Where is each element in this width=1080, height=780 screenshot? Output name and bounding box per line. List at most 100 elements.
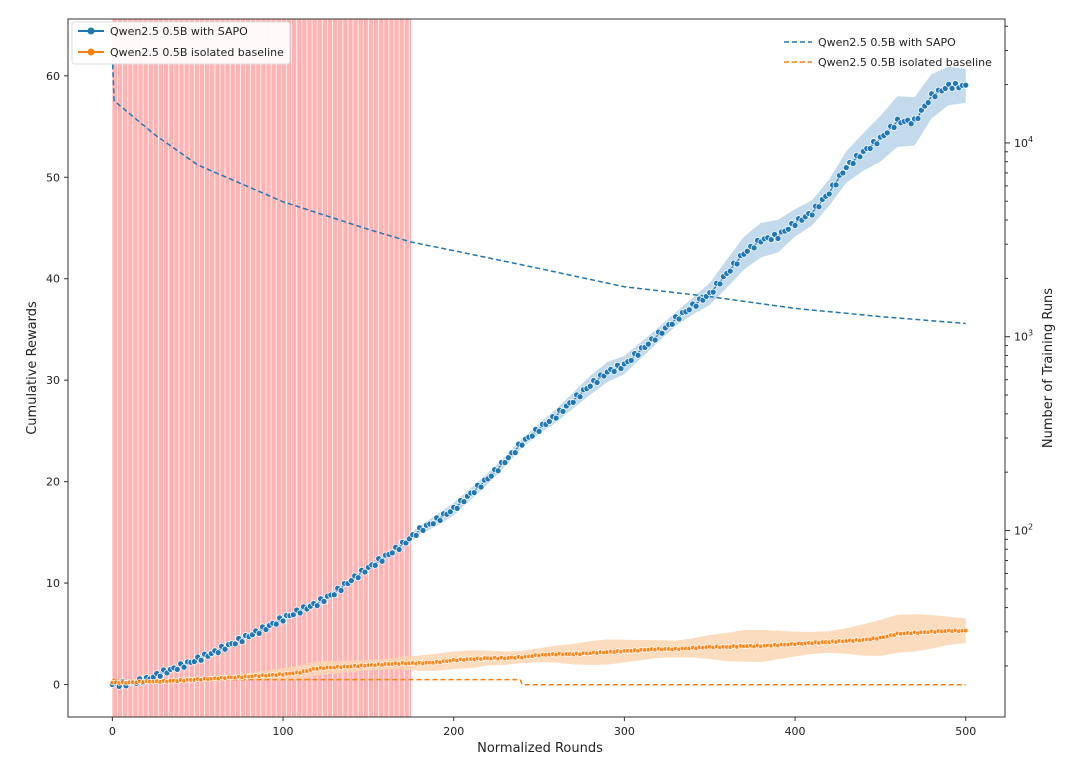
marker-sapo — [446, 508, 454, 516]
marker-sapo — [890, 124, 898, 131]
marker-sapo — [743, 247, 751, 255]
marker-sapo — [873, 140, 881, 148]
marker-sapo — [511, 449, 519, 456]
y2-tick-label: 102 — [1014, 522, 1033, 537]
marker-sapo — [156, 672, 164, 680]
marker-sapo — [839, 169, 847, 177]
marker-sapo — [313, 602, 321, 609]
marker-sapo — [931, 93, 939, 100]
marker-sapo — [941, 85, 949, 92]
marker-sapo — [709, 288, 717, 296]
y-tick-label: 50 — [46, 171, 60, 184]
y2-tick-label: 104 — [1014, 135, 1033, 150]
x-tick-label: 500 — [955, 725, 976, 738]
marker-sapo — [668, 320, 676, 328]
marker-sapo — [767, 236, 775, 243]
marker-sapo — [477, 483, 485, 491]
legend-right: Qwen2.5 0.5B with SAPO Qwen2.5 0.5B isol… — [784, 36, 992, 69]
y-axis-ticks: 0 10 20 30 40 50 60 — [46, 70, 68, 692]
marker-sapo — [774, 235, 782, 242]
marker-sapo — [808, 211, 816, 219]
marker-sapo — [238, 638, 246, 645]
plot-frame — [67, 18, 1006, 718]
marker-sapo — [842, 164, 850, 171]
x-axis-ticks: 0 100 200 300 400 500 — [109, 717, 976, 738]
marker-sapo — [832, 181, 840, 189]
legend-marker-baseline — [87, 48, 95, 56]
marker-sapo — [460, 498, 468, 505]
marker-sapo — [784, 225, 792, 233]
y-axis-label: Cumulative Rewards — [25, 301, 40, 435]
marker-sapo — [190, 658, 198, 666]
marker-sapo — [419, 527, 427, 534]
legend-left-entry-sapo: Qwen2.5 0.5B with SAPO — [110, 25, 248, 38]
marker-sapo — [658, 329, 666, 337]
x-tick-label: 200 — [443, 725, 464, 738]
marker-sapo — [395, 546, 403, 553]
marker-sapo — [361, 568, 369, 576]
x-tick-label: 400 — [785, 725, 806, 738]
y-tick-label: 30 — [46, 374, 60, 387]
marker-sapo — [866, 145, 874, 152]
training-runs-line-2 — [111, 56, 966, 325]
marker-baseline — [963, 627, 969, 634]
y2-tick-label: 103 — [1014, 329, 1033, 344]
marker-sapo — [593, 379, 601, 386]
marker-sapo — [559, 408, 567, 415]
marker-sapo — [279, 617, 287, 625]
marker-sapo — [347, 577, 355, 584]
marker-sapo — [750, 244, 758, 252]
marker-sapo — [487, 472, 495, 480]
marker-sapo — [255, 630, 263, 637]
marker-sapo — [354, 574, 362, 581]
marker-sapo — [692, 302, 700, 310]
marker-sapo — [412, 532, 420, 539]
marker-sapo — [716, 280, 724, 288]
marker-sapo — [815, 203, 823, 211]
marker-sapo — [296, 609, 304, 617]
marker-sapo — [231, 640, 239, 648]
shaded-region-fill — [112, 19, 412, 717]
marker-sapo — [962, 81, 970, 89]
marker-sapo — [733, 260, 741, 268]
marker-sapo — [320, 598, 328, 605]
marker-sapo — [518, 441, 526, 449]
confidence-band-0 — [112, 66, 966, 686]
marker-sapo — [272, 620, 280, 628]
y2-tick-exponent: 4 — [1028, 135, 1033, 144]
series-markers — [109, 80, 970, 690]
legend-marker-sapo — [87, 27, 95, 35]
x-axis-label: Normalized Rounds — [477, 741, 603, 756]
marker-sapo — [651, 336, 659, 344]
marker-sapo — [429, 520, 437, 528]
y-tick-label: 20 — [46, 476, 60, 489]
marker-sapo — [617, 365, 625, 372]
marker-sapo — [586, 382, 594, 390]
marker-sapo — [825, 190, 833, 198]
marker-sapo — [576, 393, 584, 401]
y-tick-label: 0 — [53, 679, 60, 692]
marker-sapo — [180, 663, 188, 671]
y-tick-label: 60 — [46, 70, 60, 83]
marker-sapo — [627, 357, 635, 364]
marker-sapo — [685, 306, 693, 314]
marker-sapo — [675, 315, 683, 323]
y2-axis-label: Number of Training Runs — [1041, 288, 1056, 448]
marker-sapo — [371, 561, 379, 569]
training-runs-line-3 — [112, 678, 966, 686]
marker-sapo — [504, 454, 512, 462]
y-tick-label: 40 — [46, 273, 60, 286]
marker-sapo — [791, 222, 799, 229]
marker-sapo — [552, 414, 560, 422]
y2-tick-base: 10 — [1014, 331, 1028, 344]
marker-sapo — [849, 160, 857, 167]
marker-sapo — [924, 99, 932, 107]
marker-sapo — [173, 666, 181, 673]
y2-tick-exponent: 2 — [1028, 522, 1033, 531]
legend-right-entry-sapo: Qwen2.5 0.5B with SAPO — [818, 36, 956, 49]
marker-sapo — [388, 549, 396, 557]
marker-sapo — [494, 467, 502, 475]
legend-left-entry-baseline: Qwen2.5 0.5B isolated baseline — [110, 46, 284, 59]
legend-right-entry-baseline: Qwen2.5 0.5B isolated baseline — [818, 56, 992, 69]
